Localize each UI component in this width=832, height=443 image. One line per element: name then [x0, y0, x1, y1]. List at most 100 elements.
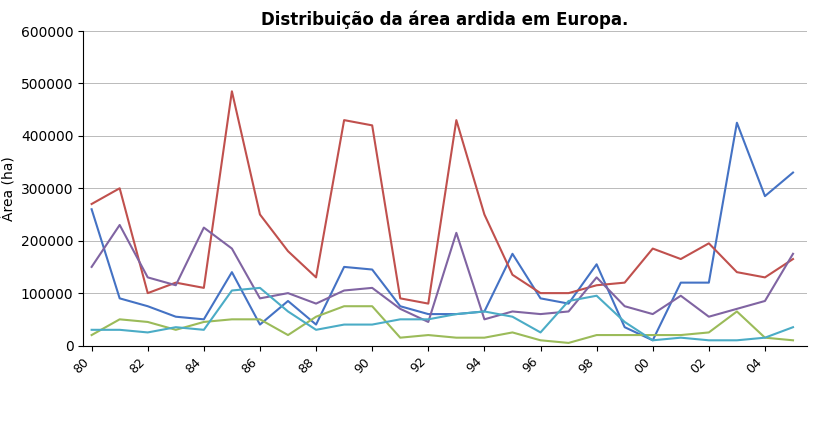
Portugal — [648, 338, 658, 343]
Grécia — [367, 322, 377, 327]
Grécia — [563, 298, 573, 303]
Espanha — [227, 89, 237, 94]
Portugal — [536, 296, 546, 301]
Itália — [339, 288, 349, 293]
Itália — [115, 222, 125, 228]
Espanha — [788, 256, 798, 262]
Espanha — [367, 123, 377, 128]
França — [648, 332, 658, 338]
Espanha — [87, 201, 97, 206]
Itália — [788, 251, 798, 256]
Grécia — [283, 309, 293, 314]
Itália — [367, 285, 377, 291]
Itália — [171, 283, 181, 288]
Espanha — [171, 280, 181, 285]
França — [676, 332, 686, 338]
Espanha — [592, 283, 602, 288]
Line: Portugal: Portugal — [92, 123, 793, 340]
Grécia — [479, 309, 489, 314]
Itália — [143, 275, 153, 280]
França — [536, 338, 546, 343]
França — [760, 335, 770, 340]
Portugal — [704, 280, 714, 285]
Espanha — [395, 296, 405, 301]
Line: Itália: Itália — [92, 225, 793, 322]
Portugal — [199, 317, 209, 322]
França — [508, 330, 518, 335]
Espanha — [255, 212, 265, 217]
Itália — [760, 298, 770, 303]
Grécia — [788, 325, 798, 330]
Grécia — [508, 314, 518, 319]
Grécia — [704, 338, 714, 343]
Itália — [227, 246, 237, 251]
Title: Distribuição da área ardida em Europa.: Distribuição da área ardida em Europa. — [261, 11, 629, 29]
França — [171, 327, 181, 332]
Grécia — [143, 330, 153, 335]
Portugal — [676, 280, 686, 285]
Portugal — [311, 322, 321, 327]
Itália — [563, 309, 573, 314]
Portugal — [339, 264, 349, 269]
Portugal — [451, 311, 461, 317]
Espanha — [115, 186, 125, 191]
Portugal — [171, 314, 181, 319]
Espanha — [563, 291, 573, 296]
Grécia — [536, 330, 546, 335]
França — [479, 335, 489, 340]
Itália — [536, 311, 546, 317]
Grécia — [648, 338, 658, 343]
Espanha — [676, 256, 686, 262]
Itália — [87, 264, 97, 269]
Itália — [648, 311, 658, 317]
França — [451, 335, 461, 340]
França — [87, 332, 97, 338]
Portugal — [395, 303, 405, 309]
Grécia — [732, 338, 742, 343]
França — [115, 317, 125, 322]
Grécia — [199, 327, 209, 332]
Espanha — [423, 301, 433, 306]
França — [339, 303, 349, 309]
Grécia — [339, 322, 349, 327]
França — [199, 319, 209, 325]
Itália — [508, 309, 518, 314]
Itália — [704, 314, 714, 319]
Espanha — [199, 285, 209, 291]
Itália — [311, 301, 321, 306]
Itália — [395, 306, 405, 311]
Portugal — [760, 194, 770, 199]
Grécia — [227, 288, 237, 293]
França — [423, 332, 433, 338]
Espanha — [311, 275, 321, 280]
Espanha — [732, 269, 742, 275]
Portugal — [563, 301, 573, 306]
Portugal — [115, 296, 125, 301]
Espanha — [704, 241, 714, 246]
Itália — [479, 317, 489, 322]
Itália — [592, 275, 602, 280]
Itália — [732, 306, 742, 311]
França — [592, 332, 602, 338]
Itália — [620, 303, 630, 309]
França — [620, 332, 630, 338]
Espanha — [143, 291, 153, 296]
Grécia — [592, 293, 602, 299]
Espanha — [339, 117, 349, 123]
Grécia — [760, 335, 770, 340]
Itália — [199, 225, 209, 230]
Portugal — [87, 206, 97, 212]
Espanha — [648, 246, 658, 251]
Grécia — [255, 285, 265, 291]
Itália — [283, 291, 293, 296]
Itália — [423, 319, 433, 325]
Line: França: França — [92, 306, 793, 343]
Espanha — [451, 117, 461, 123]
França — [704, 330, 714, 335]
França — [227, 317, 237, 322]
França — [395, 335, 405, 340]
Portugal — [423, 311, 433, 317]
França — [563, 340, 573, 346]
Portugal — [227, 269, 237, 275]
França — [143, 319, 153, 325]
